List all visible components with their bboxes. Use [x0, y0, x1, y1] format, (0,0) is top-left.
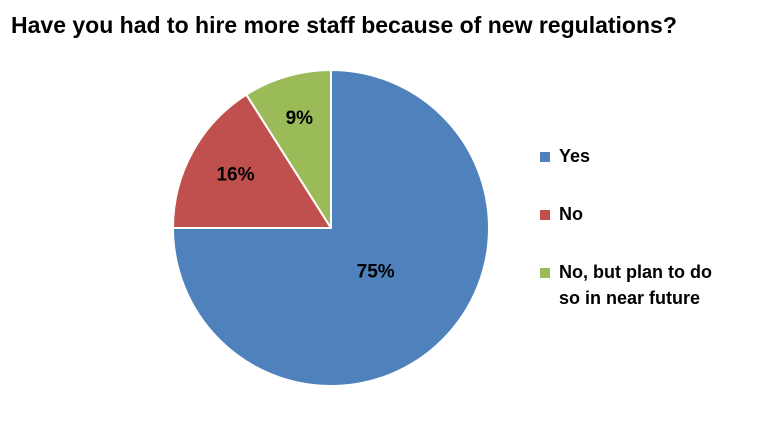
legend-item-no: No [540, 201, 760, 227]
legend-swatch-plan [540, 268, 550, 278]
legend-item-yes: Yes [540, 143, 760, 169]
legend-swatch-yes [540, 152, 550, 162]
legend-label-plan-line-1: No, but plan to do [559, 262, 712, 282]
data-label-yes: 75% [357, 262, 395, 283]
legend-label-plan-line-2: so in near future [559, 288, 701, 308]
legend: Yes No No, but plan to do so in near fut… [540, 143, 760, 311]
data-label-no: 16% [216, 165, 254, 186]
chart-title: Have you had to hire more staff because … [11, 12, 677, 38]
legend-item-plan: No, but plan to do so in near future [540, 259, 760, 311]
data-label-plan: 9% [286, 108, 314, 129]
legend-swatch-no [540, 210, 550, 220]
legend-label-no: No [559, 204, 583, 224]
pie-slice-no [172, 93, 332, 229]
legend-label-yes: Yes [559, 146, 591, 166]
pie-slice-plan [245, 69, 332, 229]
